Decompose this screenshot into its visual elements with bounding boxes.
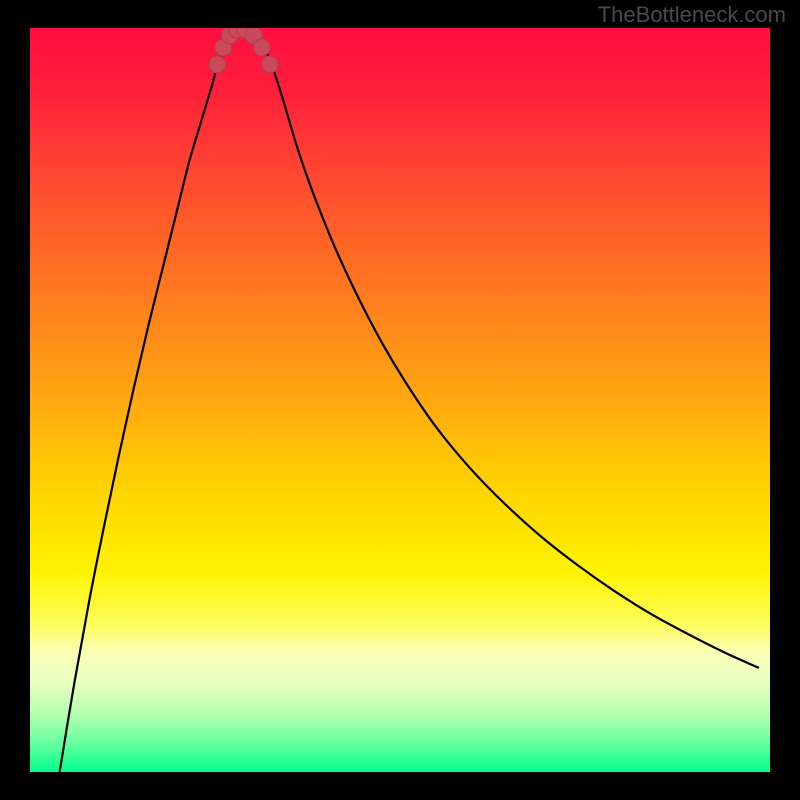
marker-point xyxy=(261,56,278,73)
chart-container: TheBottleneck.com xyxy=(0,0,800,800)
plot-area xyxy=(30,28,770,772)
chart-svg xyxy=(30,28,770,772)
marker-point xyxy=(209,56,226,73)
watermark-text: TheBottleneck.com xyxy=(598,2,786,28)
marker-point xyxy=(253,39,270,56)
gradient-background xyxy=(30,28,770,772)
